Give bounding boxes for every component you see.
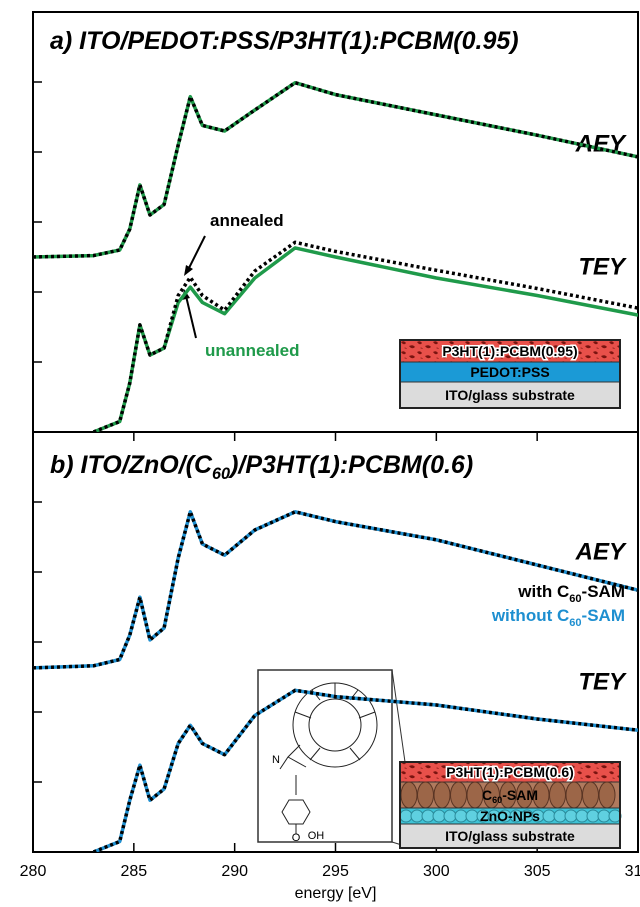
panel-title: a) ITO/PEDOT:PSS/P3HT(1):PCBM(0.95) [50,27,519,55]
sam-molecule [566,782,582,808]
x-tick-label: 285 [120,863,147,880]
legend-entry-part: unannealed [205,341,299,360]
legend-entry: without C60-SAM [491,606,625,628]
layer-label-part: ZnO-NPs [480,808,540,824]
x-tick-label: 280 [20,863,47,880]
arrow [186,296,196,338]
atom-label: O [292,832,301,844]
legend-entry: unannealed [205,341,299,360]
x-tick-label: 300 [423,863,450,880]
layer-label-part: P3HT(1):PCBM(0.95) [442,343,577,359]
layer-label-part: 60 [492,795,502,805]
arrow-head [184,265,193,276]
sam-molecule [467,782,483,808]
connector [392,670,405,762]
layer-label-part: P3HT(1):PCBM(0.6) [446,764,574,780]
legend-entry-part: -SAM [582,606,625,625]
atom-label: OH [308,830,325,842]
nanoparticle [565,810,577,822]
panel-title-part: a) ITO/PEDOT:PSS/P3HT(1):PCBM(0.95) [50,27,519,55]
nanoparticle [598,810,610,822]
sam-molecule [599,782,615,808]
legend-entry: with C60-SAM [517,582,625,604]
layer-label: C60-SAM [482,787,538,806]
nanoparticle [554,810,566,822]
x-tick-label: 295 [322,863,349,880]
nanoparticle [466,810,478,822]
layer-label-part: ITO/glass substrate [445,828,575,844]
nanoparticle [587,810,599,822]
spectrum [33,83,638,257]
sam-molecule [451,782,467,808]
legend-entry-part: annealed [210,211,284,230]
nanoparticle [543,810,555,822]
spectrum [33,83,638,257]
sam-molecule [583,782,599,808]
nanoparticle [411,810,423,822]
figure: a) ITO/PEDOT:PSS/P3HT(1):PCBM(0.95) AEY TE… [0,0,640,907]
layer-label: ZnO-NPs [480,808,540,824]
atom-label: N [272,754,280,766]
legend-entry: annealed [210,211,284,230]
nanoparticle [576,810,588,822]
layer-label: ITO/glass substrate [445,387,575,403]
nanoparticle [444,810,456,822]
layer-label: P3HT(1):PCBM(0.95) [442,343,577,359]
panel-title-part: b) ITO/ZnO/(C [50,451,213,479]
nanoparticle [455,810,467,822]
layer-label-part: PEDOT:PSS [470,364,549,380]
sam-molecule [418,782,434,808]
x-tick-label: 290 [221,863,248,880]
arrow [188,236,205,270]
signal-label: TEY [578,253,627,280]
panel-title-part: 60 [212,465,230,483]
legend-entry-part: without C [491,606,569,625]
layer-label-part: ITO/glass substrate [445,387,575,403]
layer-label: PEDOT:PSS [470,364,549,380]
layer-label-part: C [482,787,492,803]
layer-label: ITO/glass substrate [445,828,575,844]
sam-molecule [550,782,566,808]
sam-molecule [434,782,450,808]
legend-entry-part: 60 [569,617,581,629]
legend-entry-part: with C [517,582,569,601]
signal-label: TEY [578,668,627,695]
panel-title-part: )/P3HT(1):PCBM(0.6) [227,451,473,479]
layer-label: P3HT(1):PCBM(0.6) [446,764,574,780]
nanoparticle [400,810,412,822]
legend-entry-part: 60 [569,593,581,605]
layer-label-part: -SAM [502,787,538,803]
x-axis-label: energy [eV] [295,885,377,902]
panel-title: b) ITO/ZnO/(C60)/P3HT(1):PCBM(0.6) [50,451,473,484]
legend-entry-part: -SAM [582,582,625,601]
signal-label: AEY [575,538,627,565]
nanoparticle [433,810,445,822]
x-tick-label: 310 [625,863,640,880]
x-tick-label: 305 [524,863,551,880]
sam-molecule [401,782,417,808]
nanoparticle [422,810,434,822]
